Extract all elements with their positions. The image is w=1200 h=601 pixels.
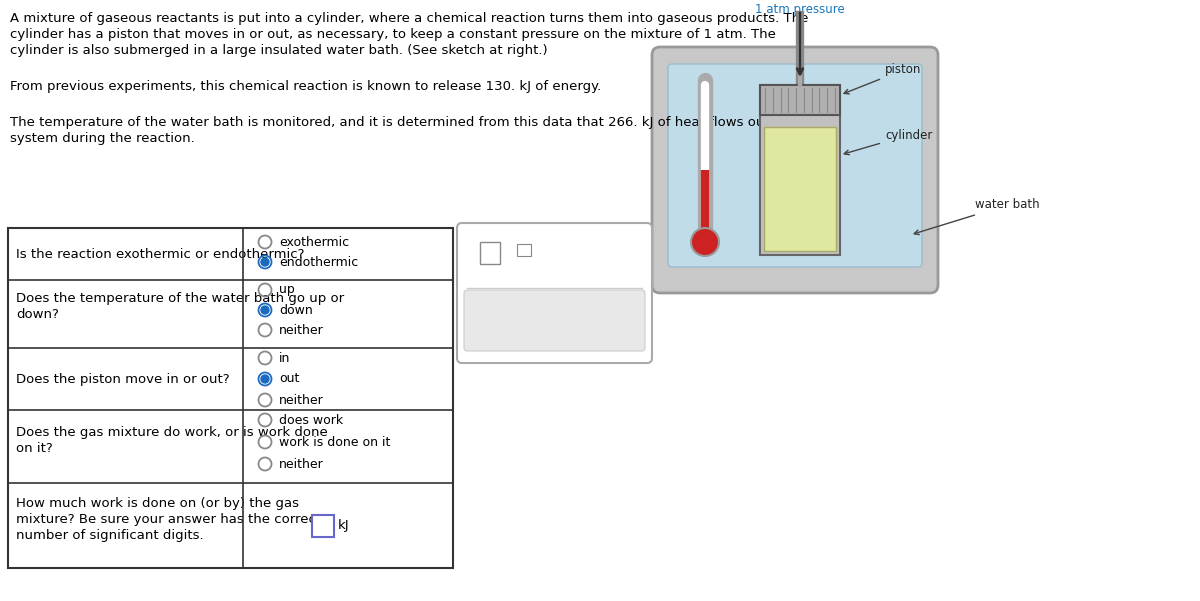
Text: system during the reaction.: system during the reaction. xyxy=(10,132,194,145)
Text: Does the gas mixture do work, or is work done: Does the gas mixture do work, or is work… xyxy=(16,426,328,439)
Text: water bath: water bath xyxy=(914,198,1039,234)
Text: endothermic: endothermic xyxy=(278,255,359,269)
Text: out: out xyxy=(278,373,299,385)
Circle shape xyxy=(262,375,269,383)
Text: mixture? Be sure your answer has the correct: mixture? Be sure your answer has the cor… xyxy=(16,513,322,526)
Text: cylinder has a piston that moves in or out, as necessary, to keep a constant pre: cylinder has a piston that moves in or o… xyxy=(10,28,776,41)
Bar xyxy=(480,242,500,264)
Text: kJ: kJ xyxy=(338,519,349,532)
Text: work is done on it: work is done on it xyxy=(278,436,390,448)
Text: From previous experiments, this chemical reaction is known to release 130. kJ of: From previous experiments, this chemical… xyxy=(10,80,601,93)
Circle shape xyxy=(262,258,269,266)
Text: neither: neither xyxy=(278,323,324,337)
Bar xyxy=(760,85,840,115)
Text: A mixture of gaseous reactants is put into a cylinder, where a chemical reaction: A mixture of gaseous reactants is put in… xyxy=(10,12,809,25)
Text: up: up xyxy=(278,284,295,296)
Text: piston: piston xyxy=(844,64,922,94)
Text: neither: neither xyxy=(278,394,324,406)
FancyBboxPatch shape xyxy=(668,64,922,267)
Text: number of significant digits.: number of significant digits. xyxy=(16,529,204,542)
Text: down: down xyxy=(278,304,313,317)
Circle shape xyxy=(691,228,719,256)
Bar xyxy=(517,244,530,256)
Bar xyxy=(312,514,334,537)
Text: neither: neither xyxy=(278,457,324,471)
Text: 1 atm pressure: 1 atm pressure xyxy=(755,3,845,16)
Text: Does the temperature of the water bath go up or: Does the temperature of the water bath g… xyxy=(16,292,344,305)
Bar xyxy=(8,228,454,568)
Text: in: in xyxy=(278,352,290,364)
Text: x10: x10 xyxy=(503,244,520,253)
Bar xyxy=(760,85,840,255)
FancyBboxPatch shape xyxy=(457,223,652,363)
Text: cylinder: cylinder xyxy=(844,129,932,154)
Text: Does the piston move in or out?: Does the piston move in or out? xyxy=(16,373,229,385)
Text: The temperature of the water bath is monitored, and it is determined from this d: The temperature of the water bath is mon… xyxy=(10,116,814,129)
FancyBboxPatch shape xyxy=(464,290,646,351)
Text: ?: ? xyxy=(605,316,616,335)
Text: does work: does work xyxy=(278,413,343,427)
Text: gases: gases xyxy=(782,177,817,191)
Circle shape xyxy=(262,306,269,314)
Text: down?: down? xyxy=(16,308,59,321)
Text: ↺: ↺ xyxy=(546,316,562,335)
Text: cylinder is also submerged in a large insulated water bath. (See sketch at right: cylinder is also submerged in a large in… xyxy=(10,44,547,57)
Text: exothermic: exothermic xyxy=(278,236,349,248)
FancyBboxPatch shape xyxy=(652,47,938,293)
Bar xyxy=(764,127,836,251)
Text: ×: × xyxy=(492,316,508,335)
Text: How much work is done on (or by) the gas: How much work is done on (or by) the gas xyxy=(16,497,299,510)
Text: on it?: on it? xyxy=(16,442,53,455)
Text: Is the reaction exothermic or endothermic?: Is the reaction exothermic or endothermi… xyxy=(16,248,305,260)
